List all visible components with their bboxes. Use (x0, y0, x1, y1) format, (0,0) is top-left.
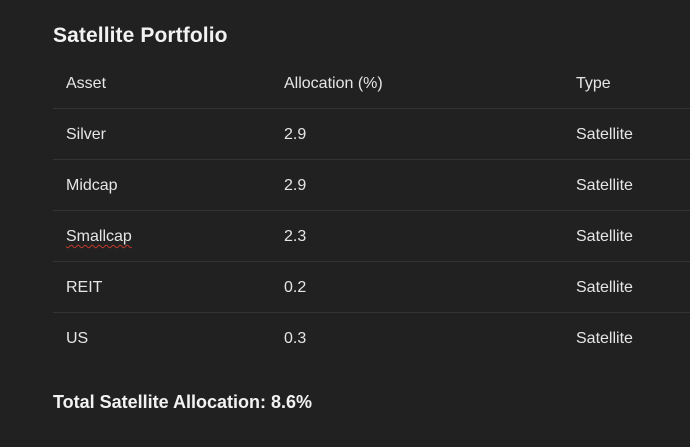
cell-type: Satellite (576, 228, 633, 245)
table-row: Smallcap 2.3 Satellite (53, 211, 690, 262)
cell-asset: Midcap (66, 177, 118, 194)
table-row: Silver 2.9 Satellite (53, 109, 690, 160)
cell-allocation: 2.9 (284, 126, 307, 143)
cell-type: Satellite (576, 330, 633, 347)
cell-asset: REIT (66, 279, 103, 296)
cell-type: Satellite (576, 126, 633, 143)
header-type: Type (576, 75, 611, 92)
cell-asset: Smallcap (66, 228, 132, 245)
table-row: REIT 0.2 Satellite (53, 262, 690, 313)
header-asset: Asset (66, 75, 107, 92)
header-allocation: Allocation (%) (284, 75, 383, 92)
portfolio-table: Asset Allocation (%) Type Silver 2.9 Sat… (53, 58, 690, 364)
table-row: US 0.3 Satellite (53, 313, 690, 364)
cell-type: Satellite (576, 279, 633, 296)
cell-allocation: 0.3 (284, 330, 307, 347)
table-header-row: Asset Allocation (%) Type (53, 58, 690, 109)
cell-type: Satellite (576, 177, 633, 194)
page-title: Satellite Portfolio (53, 24, 228, 47)
total-allocation: Total Satellite Allocation: 8.6% (53, 392, 313, 412)
cell-asset: Silver (66, 126, 107, 143)
table-row: Midcap 2.9 Satellite (53, 160, 690, 211)
cell-asset: US (66, 330, 89, 347)
cell-allocation: 2.3 (284, 228, 307, 245)
cell-allocation: 2.9 (284, 177, 307, 194)
cell-allocation: 0.2 (284, 279, 307, 296)
